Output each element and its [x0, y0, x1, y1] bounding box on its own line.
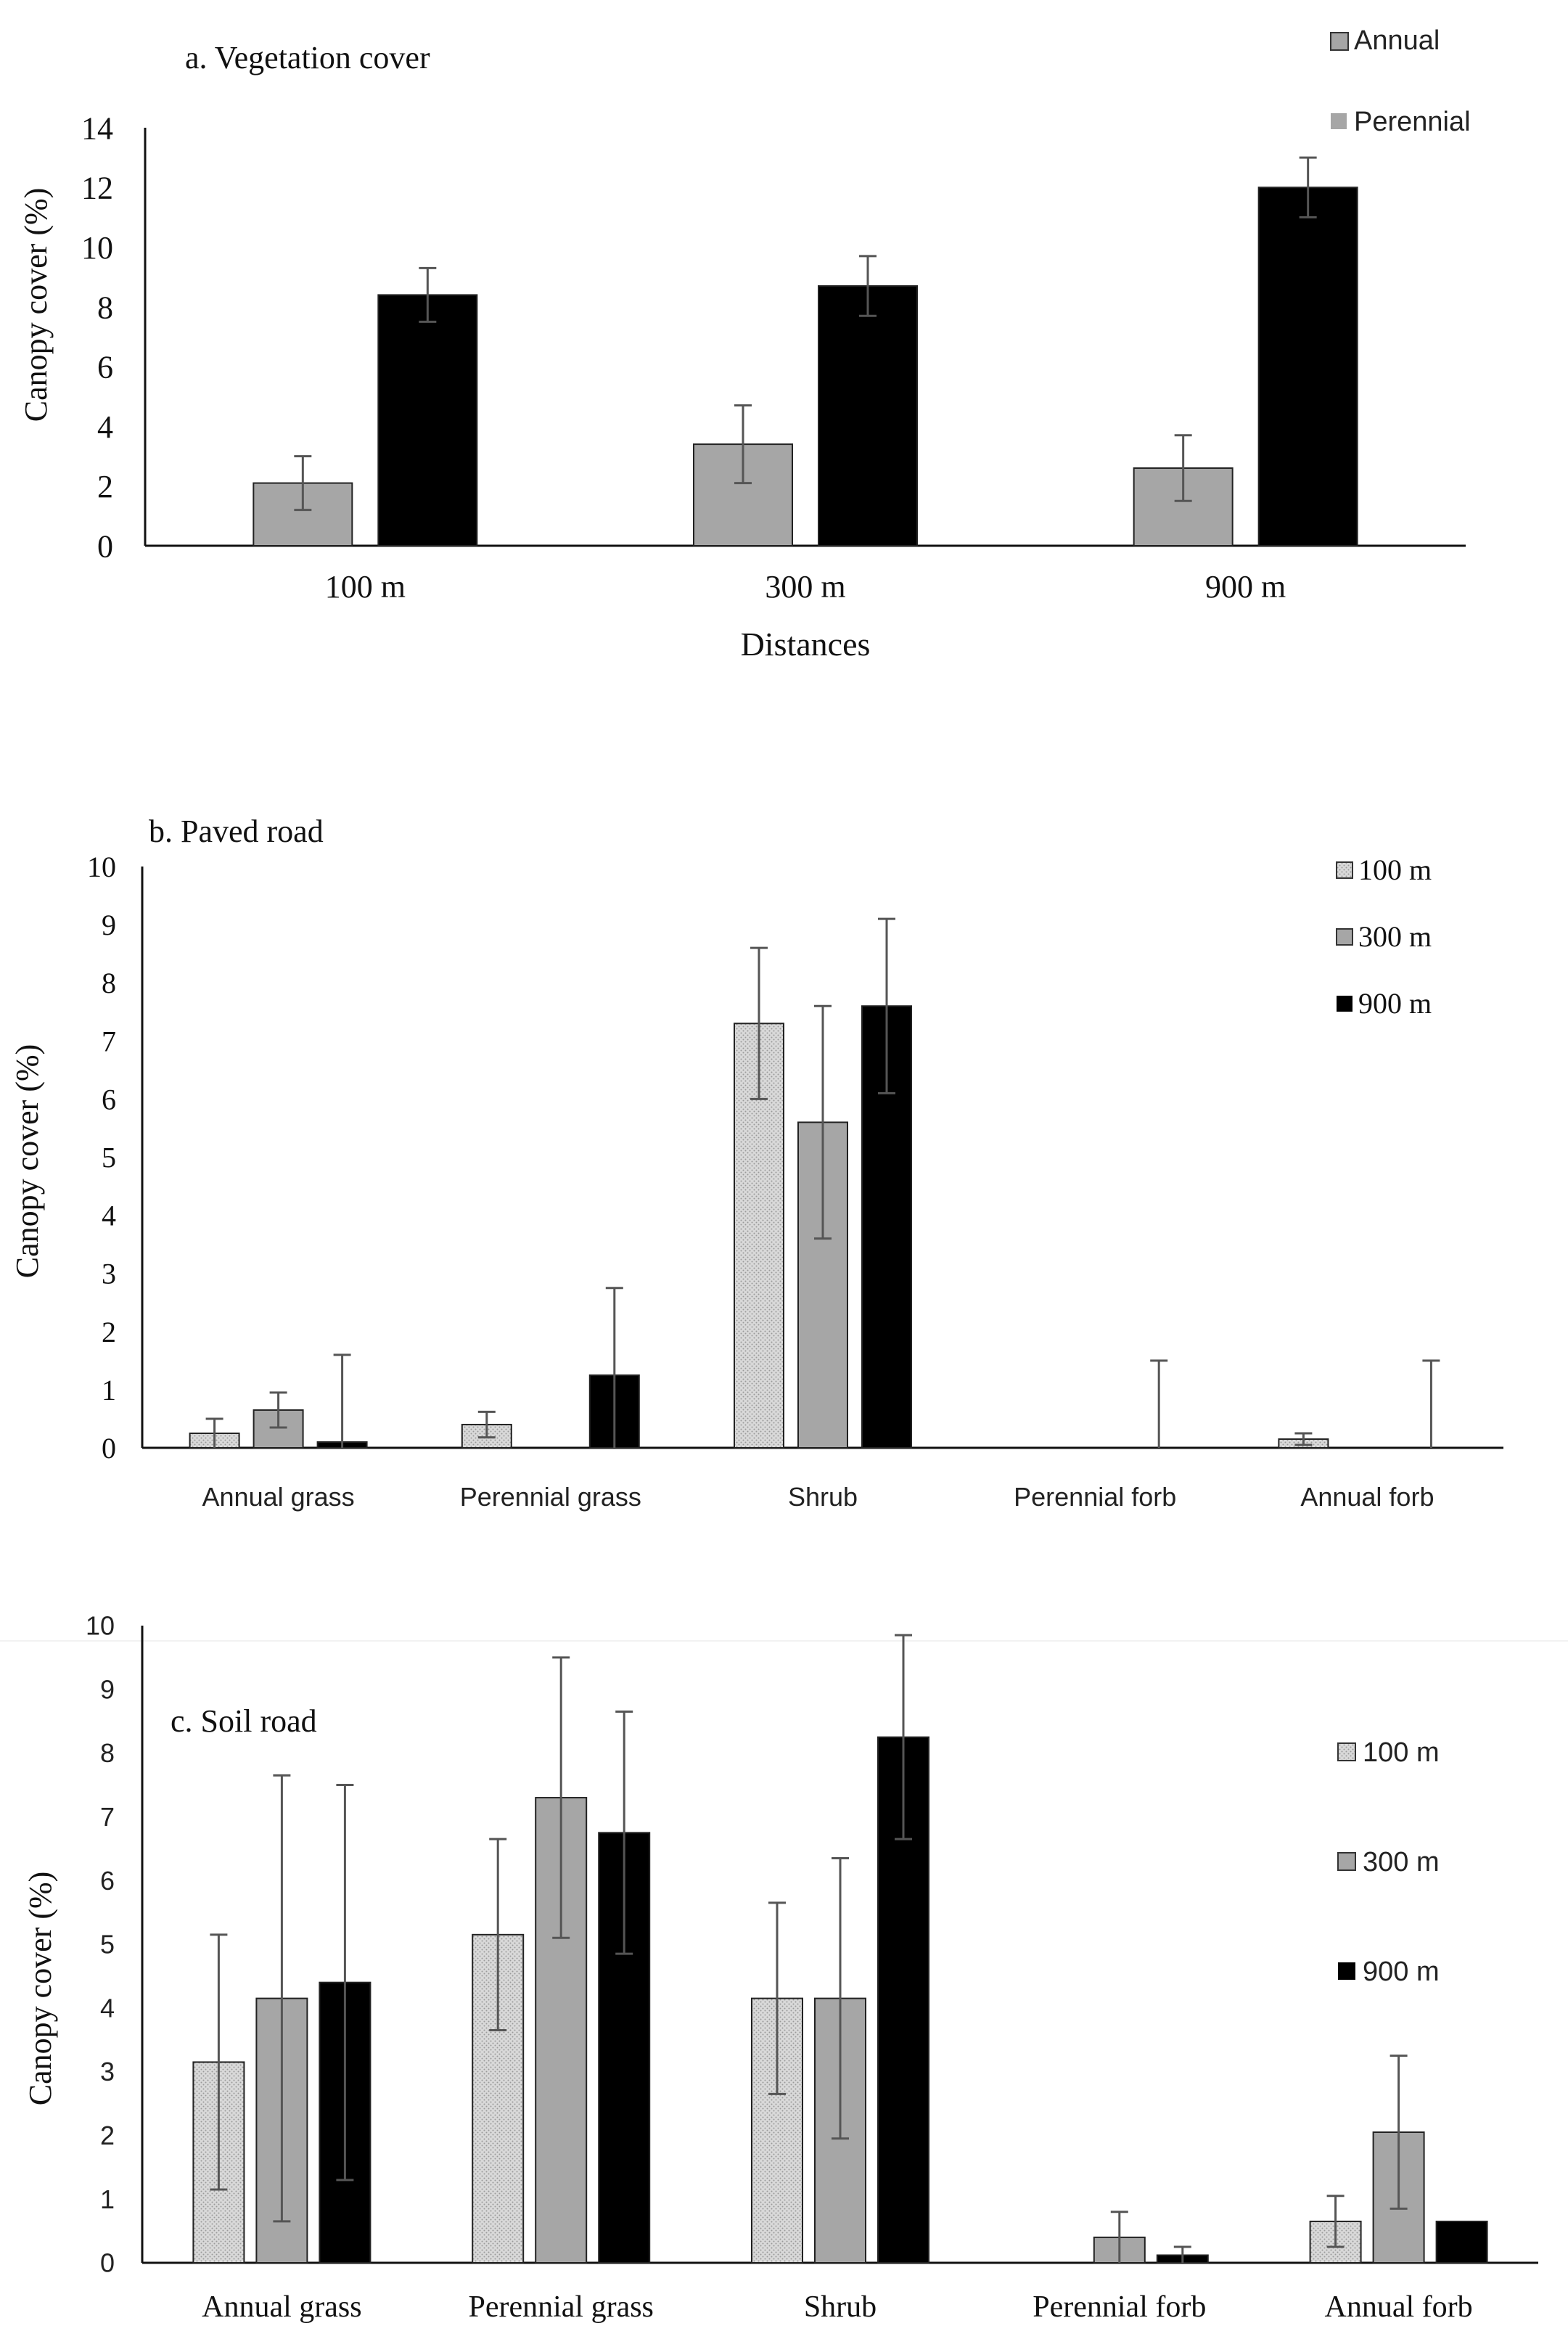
x-tick-label: Perennial grass: [468, 2290, 653, 2324]
plot-area: 0 1 2 3 4 5 6 7 8 9 10 Annual grass Perennial grass S…: [87, 851, 1503, 1512]
x-tick-label: 300 m: [765, 569, 845, 605]
y-tick-label: 0: [100, 2248, 115, 2278]
x-axis-label: Distances: [741, 626, 871, 663]
panel-b: b. Paved road Canopy cover (%) 0 1 2 3 4 5 6 7 8…: [9, 814, 1503, 1512]
legend-swatch-900m: [1337, 996, 1352, 1012]
legend-label-900m: 900 m: [1358, 987, 1432, 1020]
y-tick-label: 1: [100, 2184, 115, 2214]
chart-title: c. Soil road: [171, 1703, 317, 1739]
y-tick-label: 9: [102, 909, 116, 941]
y-tick-label: 10: [86, 1611, 115, 1641]
x-tick-label: Shrub: [804, 2290, 877, 2324]
legend-label-perennial: Perennial: [1354, 107, 1471, 137]
y-axis-label: Canopy cover (%): [9, 1044, 45, 1279]
legend-swatch-300m: [1337, 1852, 1356, 1871]
legend-swatch-300m: [1336, 928, 1353, 946]
x-tick-label: Perennial forb: [1033, 2290, 1206, 2324]
legend-swatch-100m: [1336, 861, 1353, 879]
legend-label-300m: 300 m: [1363, 1847, 1440, 1877]
y-tick-label: 7: [100, 1802, 115, 1832]
y-tick-label: 4: [100, 1993, 115, 2023]
legend: 100 m 300 m 900 m: [1337, 1737, 1440, 1987]
y-tick-label: 9: [100, 1674, 115, 1704]
panel-c: c. Soil road Canopy cover (%) 0 1 2 3 4 5 6 7 8 9…: [0, 1611, 1568, 2324]
y-tick-label: 10: [87, 851, 116, 883]
legend-label-300m: 300 m: [1358, 920, 1432, 953]
y-tick-label: 7: [102, 1025, 116, 1057]
y-tick-label: 2: [100, 2121, 115, 2150]
bar: [377, 294, 478, 546]
y-tick-label: 8: [97, 290, 113, 325]
bar: [1257, 187, 1358, 546]
plot-area: 0 2 4 6 8 10 12 14 100 m 300 m 900 m: [81, 110, 1466, 605]
y-tick-label: 4: [97, 409, 113, 445]
legend-label-annual: Annual: [1354, 25, 1440, 56]
y-tick-label: 6: [100, 1866, 115, 1896]
y-tick-label: 3: [102, 1258, 116, 1290]
y-tick-label: 2: [102, 1316, 116, 1348]
y-tick-label: 6: [102, 1083, 116, 1115]
legend: 100 m 300 m 900 m: [1336, 853, 1432, 1020]
x-tick-label: Perennial grass: [460, 1482, 641, 1512]
x-tick-label: 100 m: [325, 569, 406, 605]
legend-swatch-annual: [1330, 32, 1349, 51]
x-tick-label: Annual forb: [1325, 2290, 1473, 2324]
x-tick-label: Perennial forb: [1014, 1482, 1176, 1512]
y-tick-label: 5: [100, 1930, 115, 1959]
y-tick-label: 5: [102, 1142, 116, 1174]
y-tick-label: 12: [81, 171, 113, 206]
y-tick-label: 1: [102, 1374, 116, 1406]
y-tick-label: 3: [100, 2057, 115, 2086]
y-tick-label: 6: [97, 350, 113, 385]
legend-swatch-perennial: [1331, 113, 1347, 129]
legend-label-100m: 100 m: [1363, 1737, 1440, 1768]
plot-area: 0 1 2 3 4 5 6 7 8 9 10 Annual grass Perennial grass S…: [86, 1611, 1538, 2324]
legend: Annual Perennial: [1330, 25, 1471, 137]
y-axis-label: Canopy cover (%): [22, 1872, 58, 2106]
panel-a: a. Vegetation cover Distances Canopy cov…: [18, 25, 1471, 663]
legend-swatch-100m: [1337, 1742, 1356, 1761]
panel-divider: [0, 1640, 1568, 1642]
bar: [693, 443, 793, 546]
y-tick-label: 0: [102, 1432, 116, 1465]
y-tick-label: 14: [81, 110, 113, 146]
y-axis-label: Canopy cover (%): [18, 188, 54, 422]
y-tick-label: 4: [102, 1200, 116, 1232]
chart-title: a. Vegetation cover: [185, 40, 430, 75]
x-tick-label: Annual forb: [1300, 1482, 1434, 1512]
bar: [818, 285, 918, 546]
x-tick-label: Shrub: [788, 1482, 858, 1512]
y-tick-label: 8: [100, 1738, 115, 1768]
y-tick-label: 8: [102, 967, 116, 999]
legend-label-900m: 900 m: [1363, 1957, 1440, 1987]
y-tick-label: 10: [81, 230, 113, 266]
x-tick-label: Annual grass: [202, 1482, 355, 1512]
y-tick-label: 2: [97, 469, 113, 504]
chart-title: b. Paved road: [149, 814, 324, 849]
x-tick-label: Annual grass: [202, 2290, 361, 2324]
x-tick-label: 900 m: [1205, 569, 1286, 605]
legend-swatch-900m: [1338, 1962, 1355, 1980]
y-tick-label: 0: [97, 528, 113, 564]
legend-label-100m: 100 m: [1358, 853, 1432, 886]
bar: [1435, 2220, 1488, 2264]
